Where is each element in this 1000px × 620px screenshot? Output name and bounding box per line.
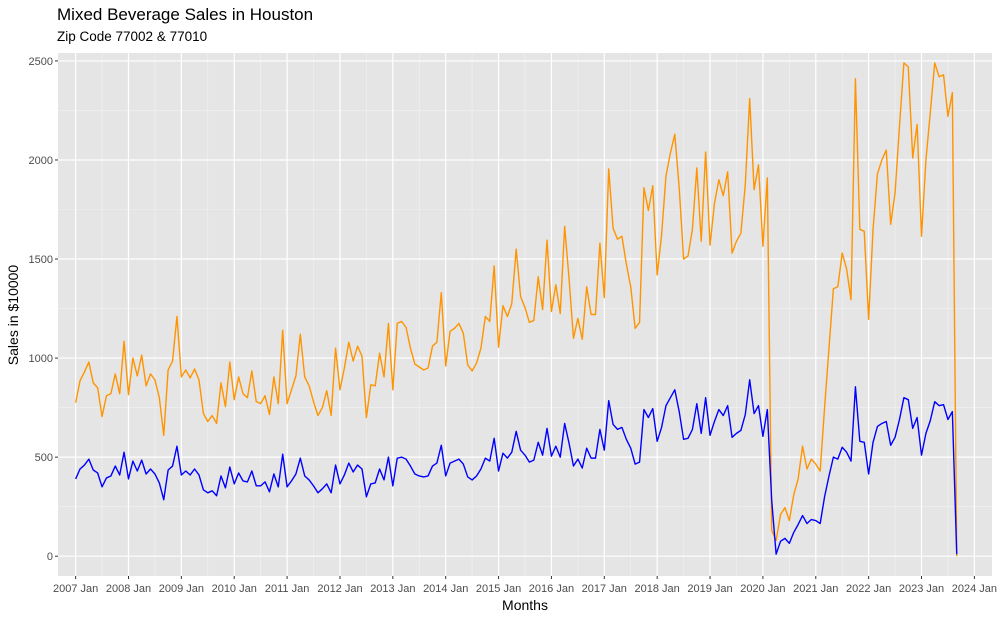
x-tick-label: 2018 Jan — [635, 583, 680, 595]
x-axis-title: Months — [502, 597, 548, 613]
y-tick-label: 0 — [47, 551, 53, 563]
x-tick-label: 2017 Jan — [582, 583, 627, 595]
x-tick-label: 2021 Jan — [793, 583, 838, 595]
y-tick-label: 1500 — [29, 254, 53, 266]
x-tick-label: 2023 Jan — [899, 583, 944, 595]
x-tick-label: 2020 Jan — [740, 583, 785, 595]
series-line-2 — [74, 379, 958, 555]
x-tick-label: 2024 Jan — [952, 583, 997, 595]
y-tick-label: 2500 — [29, 56, 53, 68]
x-tick-label: 2007 Jan — [53, 583, 98, 595]
major-gridlines — [58, 53, 992, 576]
x-tick-label: 2022 Jan — [846, 583, 891, 595]
y-tick-label: 1000 — [29, 353, 53, 365]
x-tick-label: 2011 Jan — [265, 583, 309, 595]
x-tick-label: 2008 Jan — [106, 583, 151, 595]
x-axis: 2007 Jan 2008 Jan 2009 Jan 2010 Jan 2011 Jan… — [53, 576, 997, 595]
x-tick-label: 2010 Jan — [212, 583, 257, 595]
x-tick-label: 2015 Jan — [476, 583, 521, 595]
y-tick-label: 500 — [35, 452, 53, 464]
y-axis-title: Sales in $10000 — [5, 265, 21, 366]
minor-gridlines — [58, 53, 992, 576]
series-layer — [74, 62, 958, 557]
chart-subtitle: Zip Code 77002 & 77010 — [57, 29, 208, 44]
x-tick-label: 2012 Jan — [317, 583, 362, 595]
x-tick-label: 2009 Jan — [159, 583, 204, 595]
x-tick-label: 2016 Jan — [529, 583, 574, 595]
series-line-1 — [74, 62, 958, 557]
chart-title: Mixed Beverage Sales in Houston — [57, 5, 314, 24]
x-tick-label: 2019 Jan — [687, 583, 732, 595]
x-tick-label: 2013 Jan — [370, 583, 415, 595]
y-axis: 0 500 1000 1500 2000 2500 — [29, 56, 58, 563]
y-tick-label: 2000 — [29, 155, 53, 167]
x-tick-label: 2014 Jan — [423, 583, 468, 595]
